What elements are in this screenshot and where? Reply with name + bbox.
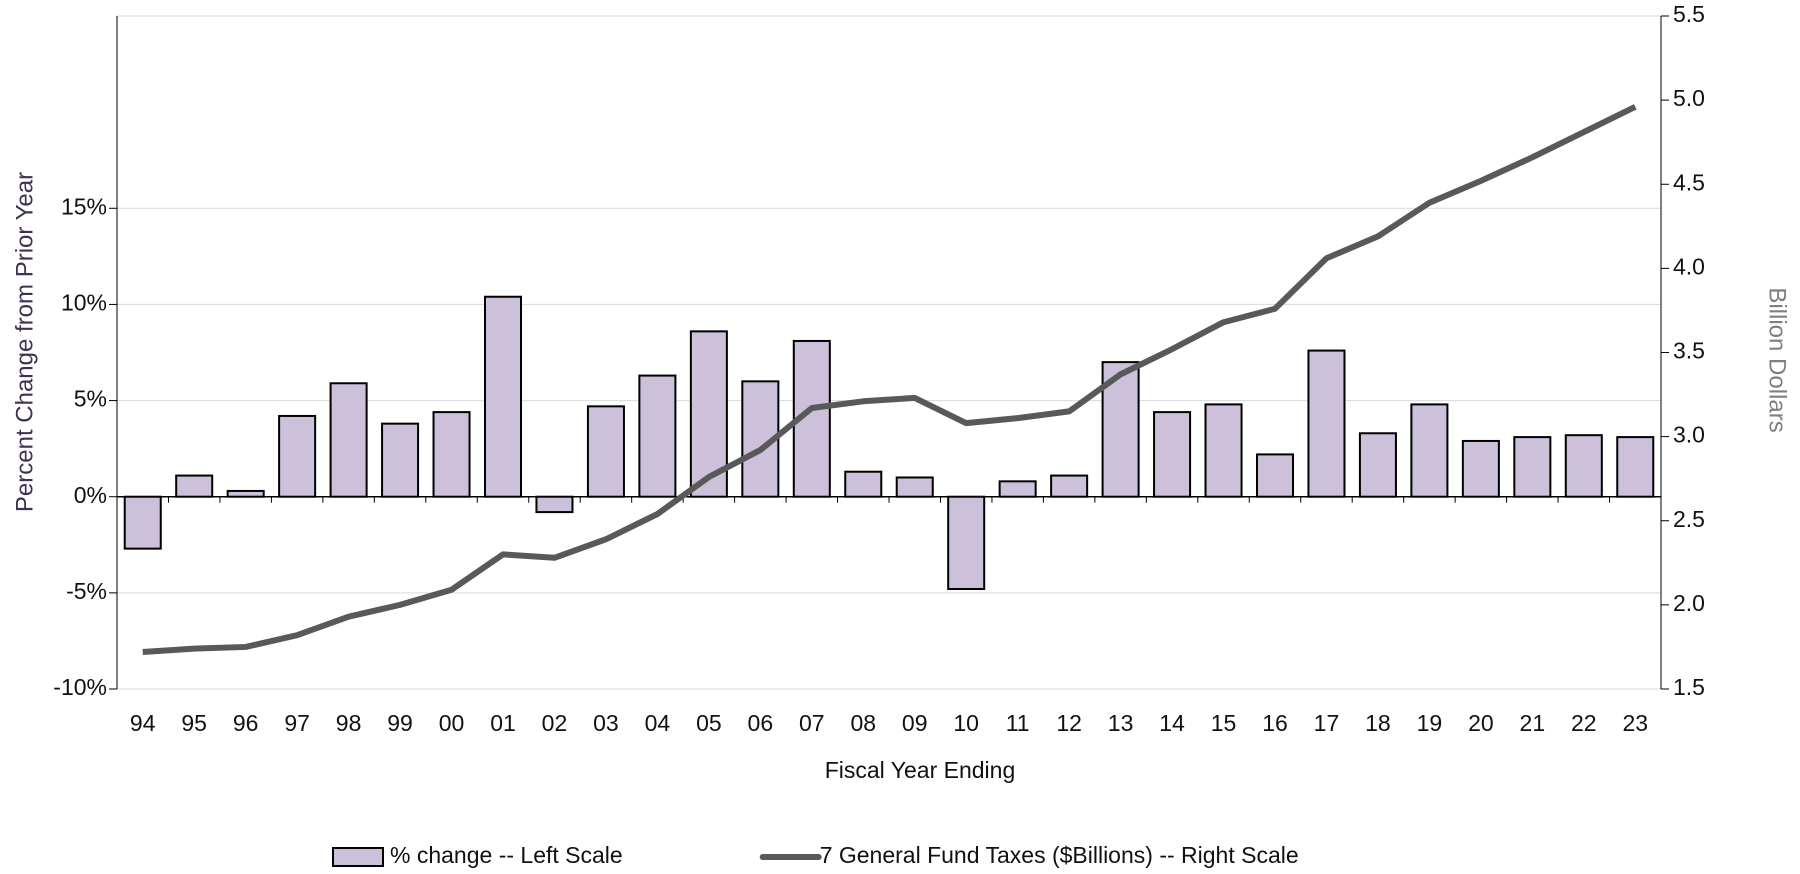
bar [947, 495, 986, 591]
bar [329, 382, 368, 498]
x-tick-label: 21 [1520, 710, 1546, 736]
bar [226, 489, 265, 498]
y2-tick-label: 5.5 [1673, 1, 1705, 27]
x-tick-label: 02 [542, 710, 568, 736]
y2-tick-label: 4.0 [1673, 253, 1705, 279]
y-tick-label: -5% [66, 578, 107, 604]
bar [844, 470, 883, 498]
bar [1255, 453, 1295, 498]
x-tick-label: 01 [490, 710, 516, 736]
bar [1410, 403, 1449, 498]
x-tick-label: 18 [1365, 710, 1391, 736]
bar [998, 480, 1037, 498]
x-tick-label: 09 [902, 710, 928, 736]
bar [1616, 436, 1655, 498]
x-tick-label: 08 [850, 710, 876, 736]
bar [175, 474, 214, 498]
x-tick-label: 20 [1468, 710, 1494, 736]
x-tick-label: 04 [645, 710, 671, 736]
y2-tick-label: 3.5 [1673, 338, 1705, 364]
bar [1358, 432, 1397, 498]
x-tick-label: 98 [336, 710, 362, 736]
x-tick-label: 06 [748, 710, 774, 736]
x-tick-label: 22 [1571, 710, 1597, 736]
y2-tick-label: 4.5 [1673, 169, 1705, 195]
x-tick-label: 19 [1417, 710, 1443, 736]
x-tick-label: 11 [1006, 710, 1030, 736]
legend-label: % change -- Left Scale [390, 842, 623, 868]
y-tick-label: 0% [74, 482, 107, 508]
y-tick-label: 10% [61, 290, 107, 316]
x-tick-label: 16 [1262, 710, 1288, 736]
x-tick-label: 96 [233, 710, 259, 736]
bar [483, 295, 523, 498]
x-tick-label: 97 [284, 710, 310, 736]
y-tick-label: -10% [53, 674, 107, 700]
x-tick-label: 00 [439, 710, 465, 736]
y-tick-label: 15% [61, 193, 107, 219]
y2-tick-label: 5.0 [1673, 85, 1705, 111]
x-tick-label: 10 [953, 710, 979, 736]
bar [381, 422, 420, 498]
legend-swatch [332, 847, 384, 867]
bar [1204, 403, 1243, 498]
bar [123, 495, 162, 550]
bar [1461, 439, 1500, 498]
bar [638, 374, 677, 498]
bar [586, 405, 625, 498]
bar [1153, 411, 1192, 498]
bar [1564, 434, 1603, 498]
x-axis-label: Fiscal Year Ending [825, 757, 1016, 783]
x-tick-label: 14 [1159, 710, 1185, 736]
y2-tick-label: 1.5 [1673, 674, 1705, 700]
bar [1050, 474, 1089, 498]
x-tick-label: 13 [1108, 710, 1134, 736]
x-tick-label: 07 [799, 710, 825, 736]
legend-label: 7 General Fund Taxes ($Billions) -- Righ… [820, 842, 1299, 868]
bar [1307, 349, 1346, 498]
y2-tick-label: 3.0 [1673, 422, 1705, 448]
x-tick-label: 99 [387, 710, 413, 736]
line [142, 104, 1637, 655]
x-tick-label: 05 [696, 710, 722, 736]
x-tick-label: 03 [593, 710, 619, 736]
x-tick-label: 17 [1314, 710, 1340, 736]
y-tick-label: 5% [74, 386, 107, 412]
x-tick-label: 15 [1211, 710, 1237, 736]
y2-tick-label: 2.5 [1673, 506, 1705, 532]
y-axis-label: Percent Change from Prior Year [11, 172, 38, 512]
bar [432, 411, 471, 498]
bar [535, 495, 574, 514]
bar [1513, 436, 1552, 498]
x-tick-label: 12 [1056, 710, 1082, 736]
x-tick-label: 95 [181, 710, 207, 736]
y2-axis-label: Billion Dollars [1764, 287, 1791, 432]
y2-tick-label: 2.0 [1673, 590, 1705, 616]
x-tick-label: 23 [1622, 710, 1648, 736]
bar [278, 414, 317, 498]
bar [895, 476, 934, 498]
x-tick-label: 94 [130, 710, 156, 736]
